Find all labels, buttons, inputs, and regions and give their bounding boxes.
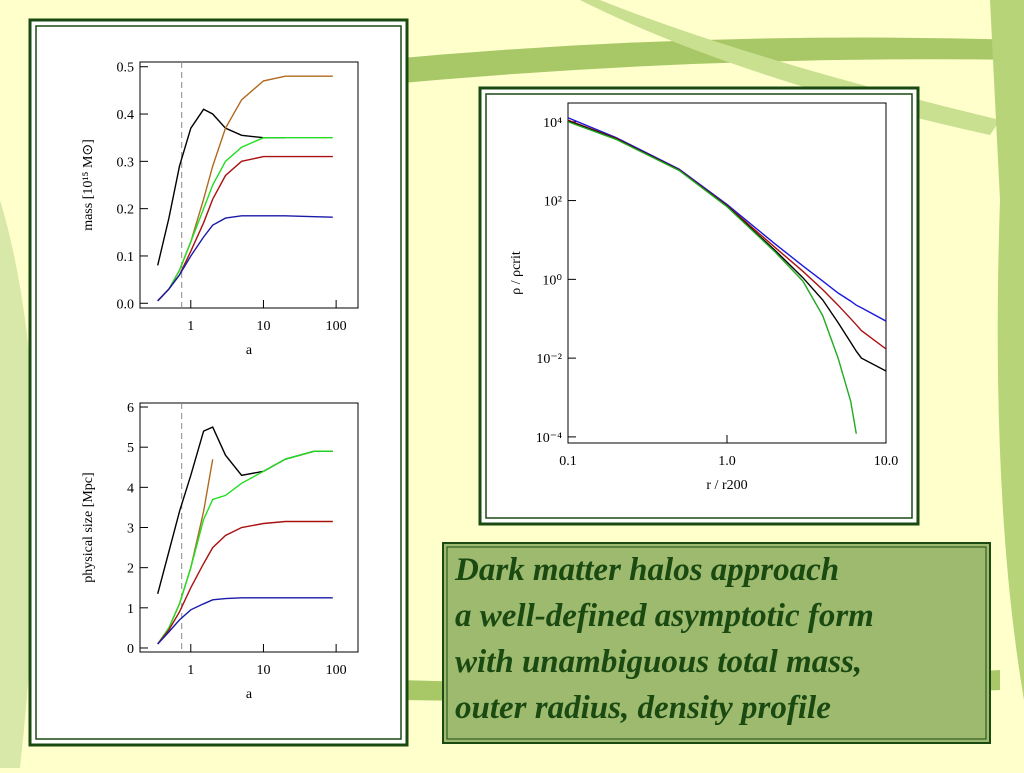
y-tick-label: 10⁻² [536, 352, 562, 367]
y-axis-label: ρ / ρcrit [509, 251, 524, 295]
x-tick-label: 0.1 [559, 454, 577, 469]
x-tick-label: 1.0 [718, 454, 736, 469]
x-tick-label: 10 [256, 663, 270, 678]
decor [990, 0, 1024, 700]
y-tick-label: 4 [127, 481, 134, 496]
y-tick-label: 0.2 [117, 203, 135, 218]
y-tick-label: 1 [127, 602, 134, 617]
decor [380, 37, 1024, 85]
y-tick-label: 0.4 [117, 108, 135, 123]
x-axis-label: r / r200 [706, 478, 747, 493]
text-line: with unambiguous total mass, [455, 644, 862, 680]
y-tick-label: 0 [127, 642, 134, 657]
text-box [442, 542, 991, 744]
left-panel-inner [35, 25, 402, 740]
series-line [568, 117, 886, 322]
y-tick-label: 5 [127, 441, 134, 456]
y-tick-label: 0.5 [117, 61, 135, 76]
left-panel [28, 18, 409, 747]
decor [0, 200, 36, 768]
series-line [157, 137, 333, 302]
series-line [568, 121, 857, 434]
series-line [157, 108, 286, 266]
y-tick-label: 0.0 [117, 297, 135, 312]
x-tick-label: 100 [326, 319, 347, 334]
y-axis-label: physical size [Mpc] [81, 472, 96, 582]
right-panel [478, 86, 920, 526]
right-panel-inner [485, 93, 913, 519]
y-tick-label: 6 [127, 401, 134, 416]
y-tick-label: 10⁴ [543, 116, 562, 131]
series-line [157, 215, 333, 302]
y-tick-label: 0.1 [117, 250, 135, 265]
y-tick-label: 2 [127, 562, 134, 577]
series-line [157, 520, 333, 645]
x-axis-label: a [246, 687, 253, 702]
y-tick-label: 10² [544, 195, 562, 210]
x-tick-label: 1 [187, 663, 194, 678]
x-tick-label: 100 [326, 663, 347, 678]
y-tick-label: 0.3 [117, 155, 135, 170]
plot-frame [139, 61, 359, 309]
y-tick-label: 10⁻⁴ [536, 431, 562, 446]
y-axis-label: mass [10¹⁵ M⊙] [81, 139, 96, 231]
x-tick-label: 10 [256, 319, 270, 334]
text-line: Dark matter halos approach [454, 552, 839, 588]
y-tick-label: 10⁰ [542, 273, 562, 288]
x-axis-label: a [246, 343, 253, 358]
text-line: a well-defined asymptotic form [455, 598, 874, 634]
text-box-inner [446, 546, 987, 740]
series-line [157, 450, 333, 645]
x-tick-label: 10.0 [874, 454, 899, 469]
series-line [157, 597, 333, 645]
x-tick-label: 1 [187, 319, 194, 334]
text-line: outer radius, density profile [455, 690, 831, 726]
y-tick-label: 3 [127, 522, 134, 537]
